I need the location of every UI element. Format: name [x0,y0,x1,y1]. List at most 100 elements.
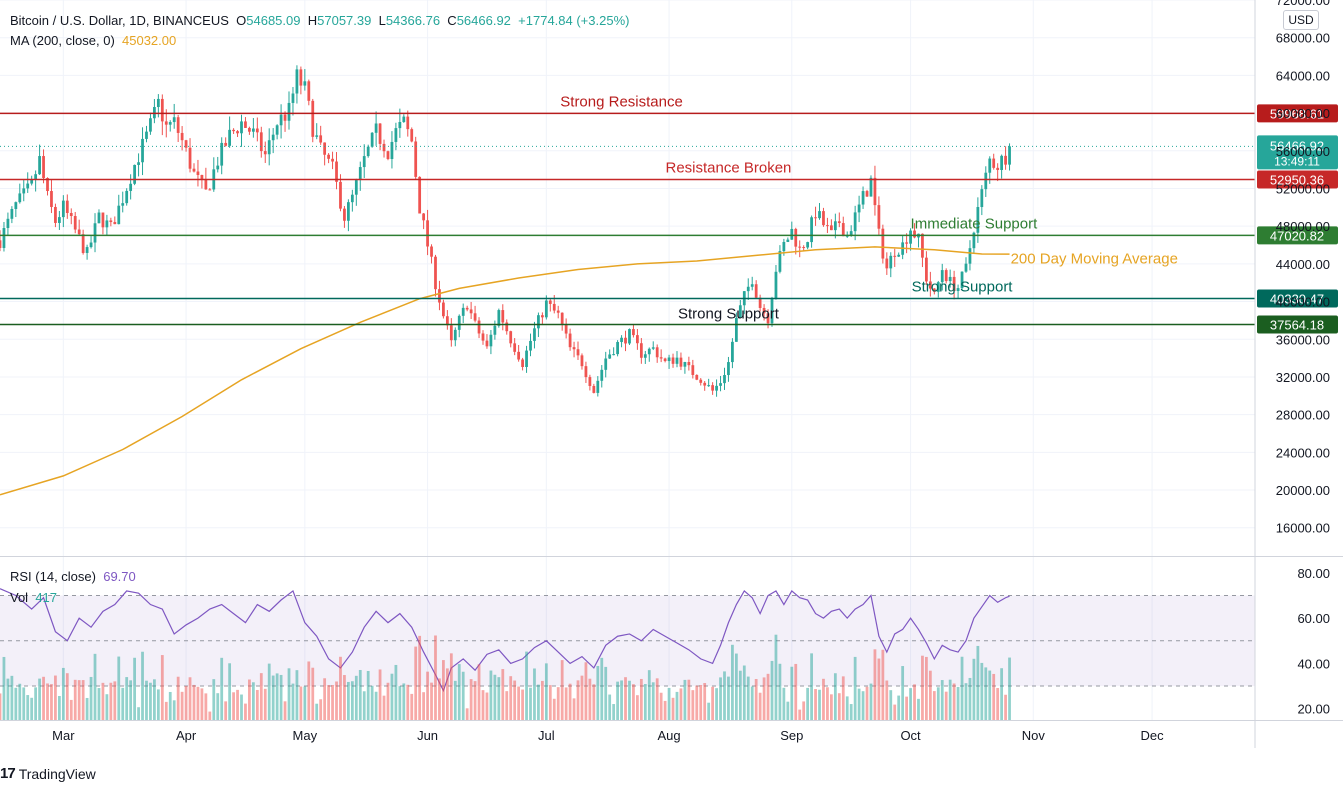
time-tick-label: Jun [417,728,438,743]
volume-bar [414,646,418,720]
candle-body [81,234,85,253]
volume-bar [46,683,49,720]
candle-body [248,127,251,132]
volume-bar [663,700,667,720]
candle-body [572,347,576,350]
candle-body [398,121,402,129]
candle-body [14,202,18,210]
volume-bar [386,682,390,720]
open-value: 54685.09 [246,13,301,28]
candle-body [125,190,129,204]
volume-bar [889,690,893,720]
vol-label: Vol [10,590,29,605]
volume-bar [133,657,136,720]
volume-bar [584,662,588,720]
volume-bar [893,704,897,720]
volume-bar [422,692,425,720]
volume-bar [960,656,964,720]
volume-bar [117,656,121,720]
volume-bar [588,678,592,720]
candle-body [940,270,944,283]
volume-bar [727,676,730,720]
candle-body [457,315,461,330]
price-tick-label: 20000.00 [1276,483,1330,498]
time-tick-label: May [293,728,318,743]
candle-body [497,310,501,326]
candle-body [267,140,271,155]
candle-body [335,161,338,182]
volume-bar [861,691,865,720]
volume-bar [287,668,291,720]
candle-body [861,191,865,205]
candle-body [192,168,196,172]
tradingview-logo[interactable]: 17 TradingView [0,765,96,782]
candle-body [517,351,521,360]
volume-bar [2,656,6,720]
ohlc-legend: Bitcoin / U.S. Dollar, 1D, BINANCEUS O54… [10,13,629,29]
vol-legend[interactable]: Vol 417 [10,590,57,606]
candle-body [343,208,346,221]
candle-body [655,347,659,358]
ma-legend[interactable]: MA (200, close, 0) 45032.00 [10,33,176,49]
time-tick-label: Aug [657,728,680,743]
candle-body [865,191,869,197]
volume-bar [93,653,97,720]
candle-body [319,135,323,143]
volume-bar [57,696,61,720]
volume-bar [849,704,853,720]
candle-body [972,232,976,249]
candle-body [477,320,481,334]
symbol-label[interactable]: Bitcoin / U.S. Dollar, 1D, BINANCEUS [10,13,229,28]
volume-bar [1000,668,1004,720]
price-tick-label: 24000.00 [1276,445,1330,460]
volume-bar [216,693,220,720]
candle-body [485,340,489,347]
candle-body [141,138,144,163]
level-label: Strong Support [912,278,1014,295]
volume-bar [263,688,267,720]
volume-bar [461,671,465,720]
candle-body [291,93,295,103]
candle-body [837,221,841,224]
candle-body [156,98,160,108]
candle-body [636,335,639,344]
candle-body [671,357,675,364]
volume-bar [164,701,168,720]
volume-bar [240,694,243,720]
volume-bar [719,677,722,720]
candle-body [525,350,528,367]
volume-bar [228,663,232,720]
price-tick-label: 60000.00 [1276,106,1330,121]
candle-body [612,354,616,356]
volume-bar [81,680,85,720]
candle-body [869,177,873,197]
volume-bar [370,685,374,720]
candle-body [659,357,663,359]
candle-body [121,203,125,206]
volume-bar [402,683,406,720]
level-price-tag-label: 37564.18 [1270,318,1324,333]
volume-bar [885,680,889,720]
currency-button[interactable]: USD [1283,10,1319,30]
candle-body [715,385,718,391]
volume-bar [620,680,623,720]
rsi-legend[interactable]: RSI (14, close) 69.70 [10,569,136,585]
candle-body [960,271,964,289]
volume-bar [232,692,235,720]
candle-body [228,129,232,146]
volume-bar [366,670,370,720]
volume-bar [564,687,568,720]
volume-bar [786,701,790,720]
candle-body [632,329,635,336]
volume-bar [711,686,715,720]
candle-body [556,310,560,313]
candle-body [639,343,643,358]
volume-bar [307,661,311,720]
candle-body [473,313,477,321]
high-label: H [307,13,318,28]
candle-body [826,225,829,227]
candle-body [857,204,861,213]
candle-body [97,212,101,224]
candle-body [913,230,916,238]
